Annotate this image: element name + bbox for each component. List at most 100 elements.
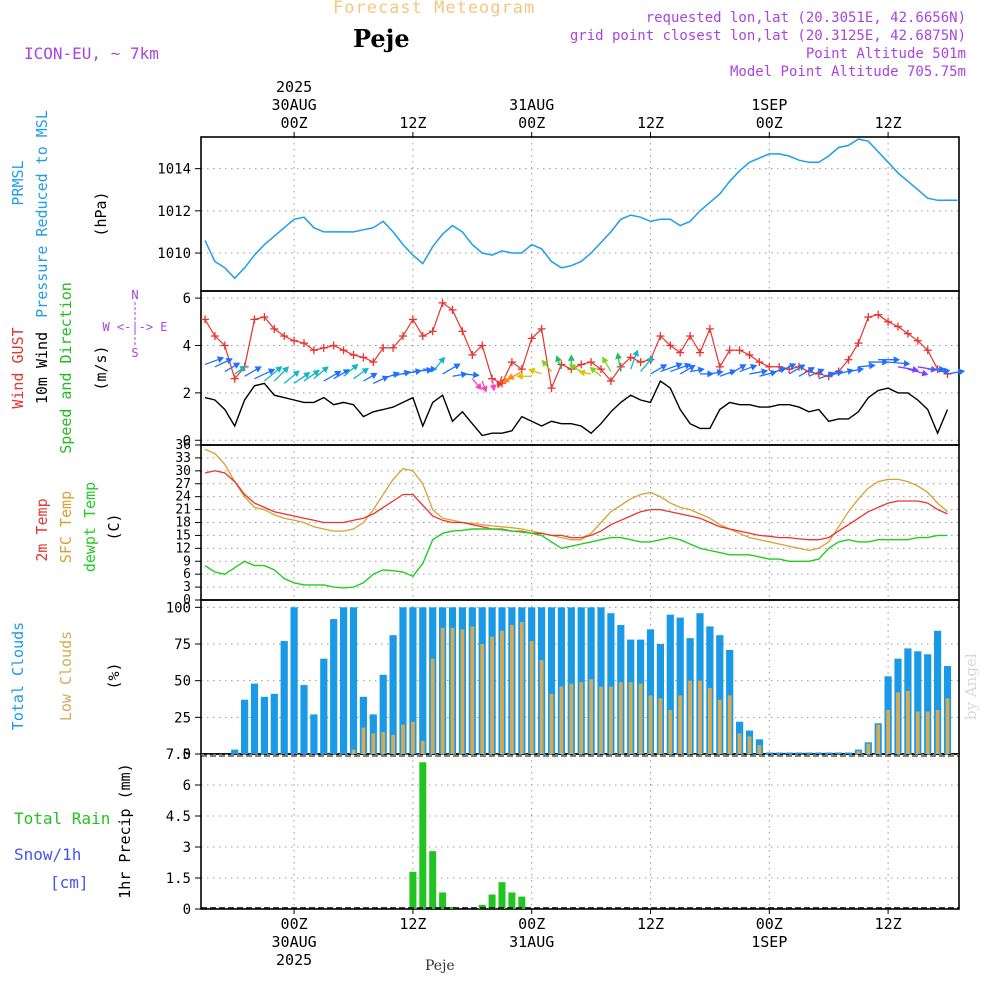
gust-marker [507, 358, 516, 367]
y-tick-label: 9 [183, 554, 191, 569]
dewpt-line [204, 528, 948, 589]
compass-north: N [131, 288, 138, 302]
date-label-bottom: 1SEP [751, 933, 787, 951]
gust-marker [201, 315, 209, 324]
total-cloud-bar [577, 607, 585, 754]
wind-arrow [244, 366, 262, 377]
gust-marker [656, 332, 665, 341]
gust-marker [844, 355, 853, 364]
gust-marker [666, 341, 675, 350]
gust-marker [408, 315, 417, 324]
low-cloud-bar [559, 686, 564, 754]
wind-arrow [283, 370, 300, 384]
total-cloud-bar [666, 614, 674, 754]
wind-arrow [333, 369, 351, 380]
gust-marker [894, 322, 902, 331]
rain-bar [488, 894, 496, 909]
y-tick-label: 15 [175, 528, 191, 543]
gust-marker [676, 348, 685, 357]
wind-arrow [650, 364, 668, 375]
wind-arrow [507, 370, 523, 380]
low-cloud-bar [747, 736, 752, 754]
total-cloud-bar [557, 607, 565, 754]
gust-marker [369, 358, 378, 367]
total-cloud-bar [419, 607, 427, 754]
gust-marker [379, 343, 388, 352]
low-cloud-bar [727, 695, 732, 754]
wind-arrow [858, 362, 876, 370]
wind-arrow [927, 365, 946, 373]
wind-arrow [353, 367, 369, 380]
total-cloud-bar [765, 752, 773, 754]
gust-marker [705, 324, 714, 333]
gust-marker [319, 343, 328, 352]
low-cloud-bar [945, 698, 950, 754]
wind-arrow [489, 378, 497, 392]
snow-label: Snow/1h [14, 845, 81, 864]
wind-arrow [947, 368, 966, 376]
y-tick-label: 12 [175, 541, 191, 556]
total-cloud-bar [547, 607, 556, 754]
total-cloud-bar [330, 619, 338, 754]
gust-marker [339, 346, 348, 355]
gust-marker [349, 350, 358, 359]
gust-marker [309, 346, 318, 355]
gust-marker [854, 339, 863, 348]
dewpt-label: dewpt Temp [81, 482, 99, 572]
date-label-bottom: 00Z [281, 915, 308, 933]
low-cloud-bar [401, 724, 405, 754]
total-cloud-bar [241, 699, 249, 754]
wind-arrow [516, 372, 532, 380]
wind-arrow [471, 378, 482, 391]
gust-marker [606, 377, 615, 386]
gust-marker [359, 353, 368, 362]
wind10m-label: 10m Wind [33, 332, 51, 404]
wind-arrow [568, 364, 582, 373]
y-tick-label: 30 [175, 464, 191, 479]
y-tick-label: 33 [175, 451, 191, 466]
y-tick-label: 24 [175, 490, 191, 505]
total-cloud-bar [785, 752, 793, 754]
gust-marker [478, 341, 487, 350]
low-cloud-bar [480, 644, 485, 754]
date-label-top: 30AUG [272, 96, 317, 114]
wind-arrow [273, 366, 290, 382]
low-cloud-bar [896, 692, 900, 754]
gust-marker [636, 358, 645, 367]
wind-arrow [689, 366, 705, 374]
wind-arrow [719, 369, 737, 377]
wind-arrow [214, 357, 233, 368]
date-label-bottom: 12Z [875, 915, 902, 933]
wind-arrow [555, 355, 563, 370]
wind-arrow [541, 359, 552, 372]
gust-marker [557, 360, 566, 369]
wind-arrow [778, 363, 797, 373]
temp-unit: (C) [105, 513, 123, 540]
model-altitude: Model Point Altitude 705.75m [729, 64, 966, 80]
low-cloud-bar [579, 682, 584, 754]
low-cloud-bar [856, 751, 861, 754]
gust-marker [913, 336, 922, 345]
y-tick-label: 25 [174, 710, 191, 726]
gust-marker [903, 329, 912, 338]
wind-arrow [888, 359, 911, 367]
wind-arrow [432, 356, 446, 372]
gust-marker [448, 305, 457, 314]
total-cloud-bar [270, 693, 278, 754]
rain-bar [478, 904, 486, 909]
low-cloud-bar [688, 680, 692, 754]
wind-arrow [848, 366, 865, 374]
wind-arrow [709, 369, 724, 377]
total-cloud-bar [280, 641, 288, 754]
total-cloud-bar [795, 752, 803, 754]
low-cloud-bar [886, 710, 890, 754]
total-cloud-bar [835, 752, 843, 754]
y-tick-label: 4 [183, 338, 191, 354]
chart-title: Forecast Meteogram [333, 0, 536, 18]
gust-marker [587, 358, 596, 367]
wind-arrow [480, 380, 488, 393]
panel-frame-precip [200, 753, 960, 910]
wind-arrow [602, 356, 612, 372]
rain-bar [409, 871, 417, 909]
pressure-full-label: Pressure Reduced to MSL [33, 110, 51, 318]
